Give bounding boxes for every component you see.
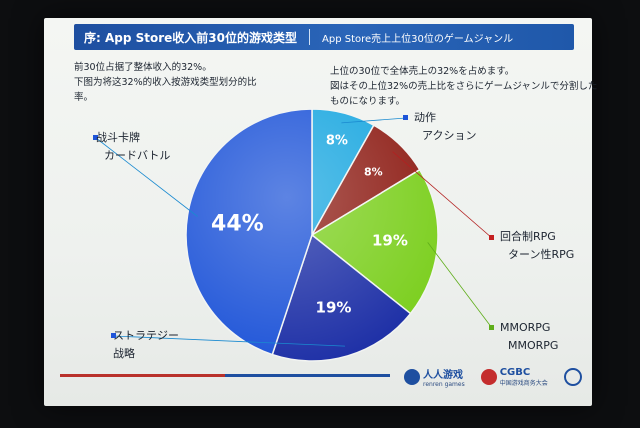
label-marker <box>111 333 116 338</box>
leader-line <box>341 117 407 124</box>
cgbc-logo: CGBC 中国游戏商务大会 <box>480 367 548 387</box>
renren-logo-text: 人人游戏 <box>423 370 463 381</box>
slice-category-label-alt: MMORPG <box>508 339 558 352</box>
leader-line <box>113 335 345 347</box>
renren-logo-sub: renren games <box>423 381 465 388</box>
note-left-line: 率。 <box>74 92 94 103</box>
slice-value-label: 8% <box>326 133 348 148</box>
slice-category-label-alt: カードバトル <box>104 149 170 162</box>
slide-header: 序: App Store收入前30位的游戏类型 App Store売上上位30位… <box>74 24 574 50</box>
footer-logos: 人人游戏 renren games CGBC 中国游戏商务大会 <box>404 366 582 388</box>
label-marker <box>489 325 494 330</box>
cgbc-logo-sub: 中国游戏商务大会 <box>499 380 548 387</box>
slice-value-label: 8% <box>364 165 383 178</box>
slice-value-label: 19% <box>372 231 408 249</box>
slide: 序: App Store收入前30位的游戏类型 App Store売上上位30位… <box>44 18 597 406</box>
note-right-line: ものになります。 <box>330 96 406 107</box>
leader-line <box>392 151 493 239</box>
pie-highlight <box>186 109 438 361</box>
slice-category-label: MMORPG <box>500 321 550 334</box>
slice-category-label-alt: アクション <box>422 129 476 142</box>
label-marker <box>93 135 98 140</box>
slice-category-label: 动作 <box>414 111 436 124</box>
slice-category-label: 回合制RPG <box>500 229 556 243</box>
label-marker <box>489 235 494 240</box>
footer-line <box>60 374 390 377</box>
slice-category-label: ストラテジー <box>113 329 179 342</box>
slice-category-label-alt: ターン性RPG <box>508 247 574 261</box>
slice-category-label: 战斗卡牌 <box>96 130 140 144</box>
note-left-line: 下图为将这32%的收入按游戏类型划分的比 <box>74 77 257 88</box>
leader-line <box>95 137 198 217</box>
leader-line <box>427 242 493 329</box>
note-right-line: 上位の30位で全体売上の32%を占めます。 <box>330 66 515 77</box>
header-title-cn: 序: App Store收入前30位的游戏类型 <box>84 30 298 45</box>
slice-value-label: 44% <box>211 212 264 237</box>
note-left: 前30位占据了整体收入的32%。 下图为将这32%的收入按游戏类型划分的比 率。 <box>74 60 257 105</box>
slice-value-label: 19% <box>316 299 352 317</box>
header-title-jp: App Store売上上位30位のゲームジャンル <box>322 33 514 45</box>
slice-category-label-alt: 战略 <box>113 346 135 360</box>
label-marker <box>403 115 408 120</box>
note-right: 上位の30位で全体売上の32%を占めます。 図はその上位32%の売上比をさらにゲ… <box>330 64 597 109</box>
renren-logo-icon <box>404 369 420 385</box>
note-right-line: 図はその上位32%の売上比をさらにゲームジャンルで分割した <box>330 81 598 92</box>
emblem-icon <box>563 368 582 386</box>
header-divider <box>309 29 311 45</box>
cgbc-logo-icon <box>480 369 497 385</box>
cgbc-logo-text: CGBC <box>499 367 531 378</box>
note-left-line: 前30位占据了整体收入的32%。 <box>74 62 212 73</box>
renren-logo: 人人游戏 renren games <box>404 366 465 388</box>
